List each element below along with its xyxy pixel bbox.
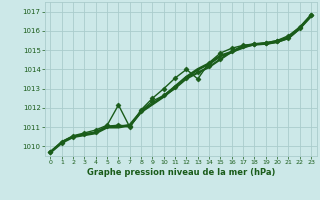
X-axis label: Graphe pression niveau de la mer (hPa): Graphe pression niveau de la mer (hPa) [87,168,275,177]
